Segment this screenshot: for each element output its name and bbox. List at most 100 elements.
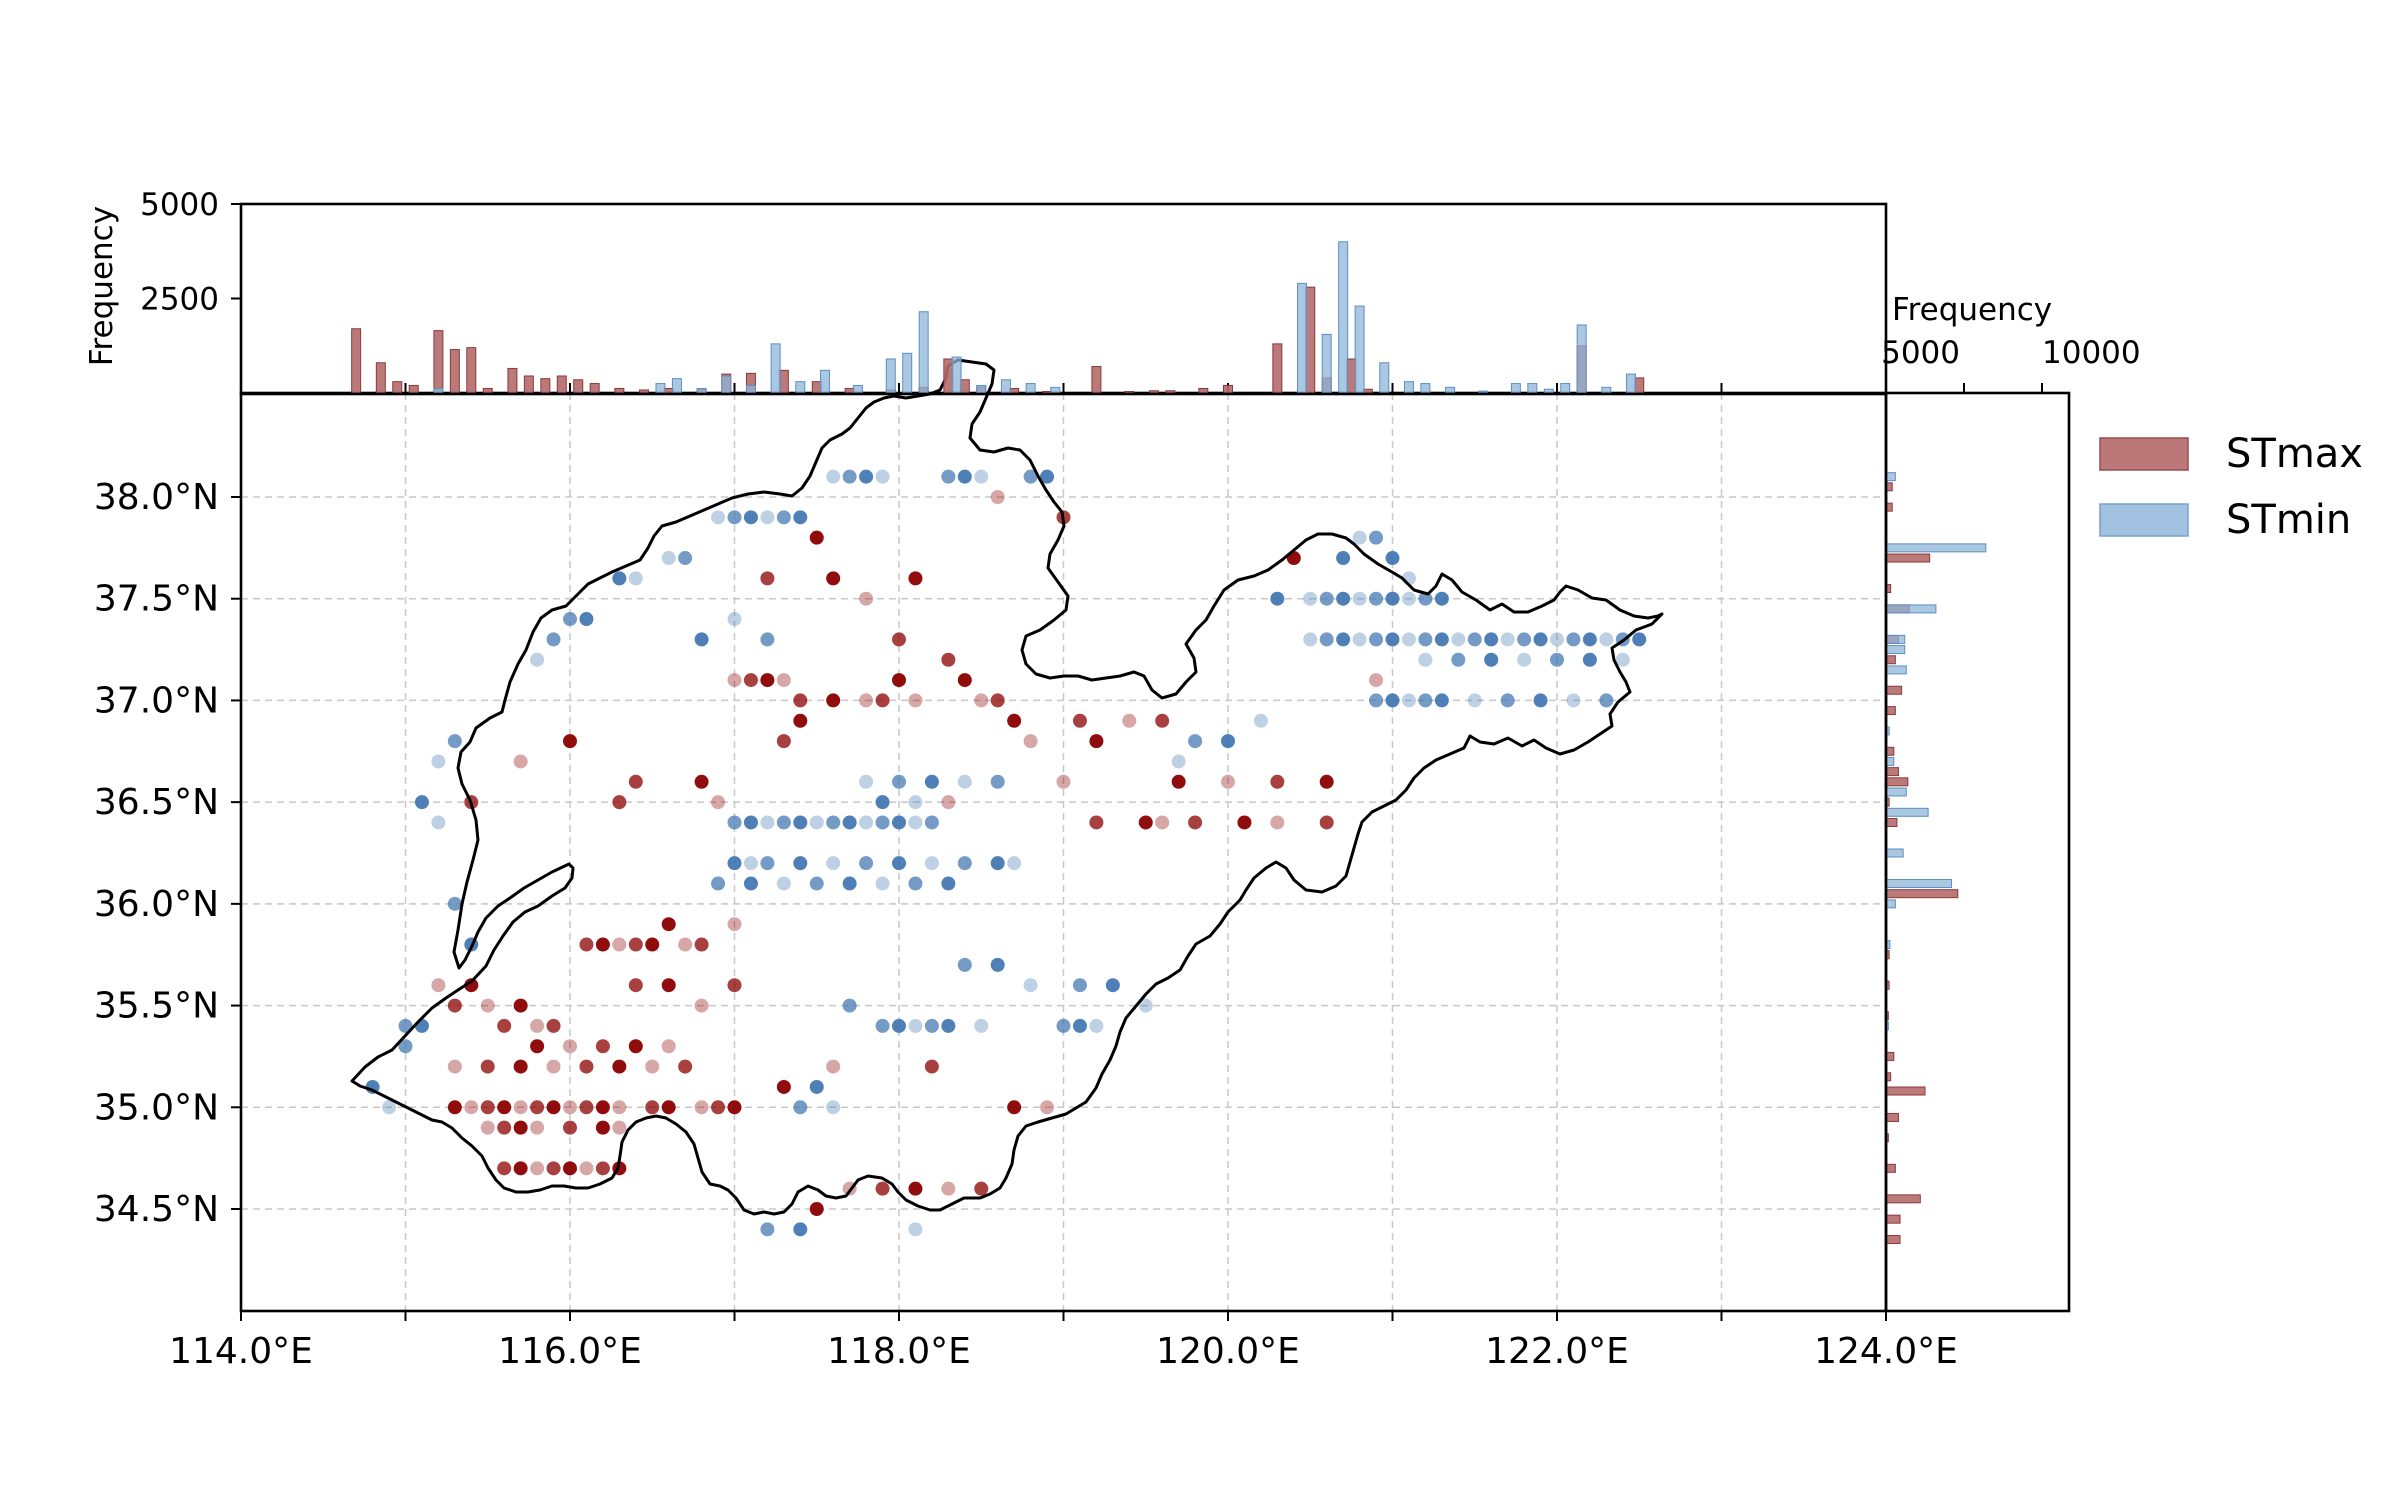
- right-stmin-bar: [1885, 807, 1929, 817]
- stmin-point: [760, 510, 775, 525]
- top-stmin-bar: [852, 384, 863, 394]
- top-histogram-frame: [239, 202, 1888, 396]
- stmax-point: [661, 1039, 676, 1054]
- y-tick-label: 35.0°N: [94, 1087, 219, 1128]
- stmax-point: [990, 490, 1005, 504]
- stmin-point: [382, 1100, 397, 1115]
- stmax-point: [793, 713, 808, 728]
- stmin-point: [776, 876, 791, 891]
- stmax-point: [595, 937, 610, 952]
- top-stmax-bar: [433, 330, 444, 394]
- stmax-point: [875, 693, 890, 708]
- stmin-point: [727, 612, 742, 627]
- stmin-point: [743, 510, 758, 525]
- stmin-point: [1336, 551, 1351, 566]
- stmax-point: [1122, 713, 1137, 728]
- stmax-point: [776, 1079, 791, 1094]
- x-tick-label: 114.0°E: [169, 1331, 313, 1372]
- stmin-point: [1632, 632, 1647, 647]
- stmax-point: [645, 1059, 660, 1074]
- main-map-points: [365, 469, 1647, 1237]
- right-stmin-bar: [1885, 848, 1904, 858]
- stmax-point: [1007, 713, 1022, 728]
- stmin-point: [727, 815, 742, 830]
- stmax-point: [661, 978, 676, 993]
- right-stmax-bar: [1885, 1086, 1926, 1096]
- main-map-y-ticks: 34.5°N 35.0°N 35.5°N 36.0°N 36.5°N 37.0°N 37.5…: [94, 477, 241, 1230]
- stmax-point: [859, 591, 874, 606]
- top-stmin-bar: [1338, 241, 1349, 394]
- stmax-point: [431, 978, 446, 993]
- stmax-point: [974, 1181, 989, 1196]
- stmin-point: [924, 815, 939, 830]
- stmin-point: [1615, 652, 1630, 667]
- x-tick-label: 124.0°E: [1814, 1331, 1958, 1372]
- right-histogram-bars: [1885, 472, 1987, 1245]
- stmax-point: [546, 1161, 561, 1176]
- stmax-point: [743, 673, 758, 688]
- stmin-point: [924, 856, 939, 871]
- stmin-point: [628, 571, 643, 586]
- top-stmin-bar: [795, 381, 806, 394]
- stmin-point: [859, 774, 874, 789]
- right-stmax-bar: [1885, 777, 1909, 787]
- stmin-point: [760, 856, 775, 871]
- stmin-point: [957, 469, 972, 484]
- stmax-point: [628, 774, 643, 789]
- stmin-point: [743, 856, 758, 871]
- right-stmax-bar: [1885, 1235, 1901, 1245]
- top-stmin-bar: [1000, 379, 1011, 394]
- stmax-point: [563, 1039, 577, 1054]
- stmax-point: [612, 1059, 627, 1074]
- stmin-point: [1138, 998, 1153, 1013]
- stmin-point: [892, 1018, 906, 1033]
- stmin-point: [1451, 632, 1466, 647]
- stmin-point: [957, 774, 972, 789]
- stmin-point: [678, 551, 693, 566]
- right-stmin-bar: [1885, 634, 1906, 644]
- right-histogram-x-ticks: 5000 10000: [1881, 335, 2141, 393]
- province-boundary: [350, 358, 1664, 1216]
- top-stmax-bar: [589, 383, 600, 394]
- top-stmin-bar: [918, 311, 929, 394]
- stmin-point: [1484, 652, 1499, 667]
- stmin-point: [447, 734, 462, 749]
- top-stmax-bar: [507, 367, 518, 394]
- right-histogram-panel: 5000 10000 Frequency: [1881, 292, 2141, 1313]
- top-stmax-bar: [449, 349, 460, 394]
- stmin-point: [990, 957, 1005, 972]
- stmin-point: [743, 815, 758, 830]
- top-y-tick-label: 5000: [140, 187, 219, 223]
- stmax-point: [678, 1059, 693, 1074]
- stmin-point: [1369, 693, 1384, 708]
- right-stmin-bar: [1885, 645, 1906, 655]
- stmin-point: [892, 815, 906, 830]
- stmin-point: [924, 1018, 939, 1033]
- top-stmin-bar: [976, 384, 987, 394]
- stmax-point: [809, 530, 824, 545]
- top-histogram-panel: 2500 5000 Frequency: [84, 187, 1888, 396]
- top-stmax-bar: [639, 389, 650, 394]
- top-stmin-bar: [819, 369, 830, 394]
- stmax-point: [776, 673, 791, 688]
- legend: STmax STmin: [2099, 431, 2363, 543]
- top-stmin-bar: [1445, 386, 1456, 394]
- stmin-point: [859, 469, 874, 484]
- stmin-point: [447, 896, 462, 911]
- stmax-point: [595, 1120, 610, 1135]
- stmax-point: [1056, 774, 1071, 789]
- stmax-point: [628, 1039, 643, 1054]
- right-x-tick-label: 5000: [1881, 335, 1960, 371]
- stmin-point: [809, 815, 824, 830]
- stmax-point: [941, 652, 956, 667]
- stmax-point: [447, 1100, 462, 1115]
- stmin-point: [1385, 551, 1400, 566]
- stmax-point: [480, 1059, 495, 1074]
- legend-label-stmin: STmin: [2226, 497, 2351, 543]
- stmin-point: [842, 469, 857, 484]
- stmin-point: [1336, 591, 1351, 606]
- x-tick-label: 120.0°E: [1156, 1331, 1300, 1372]
- stmin-point: [1336, 632, 1351, 647]
- stmin-point: [924, 774, 939, 789]
- stmin-point: [875, 1018, 890, 1033]
